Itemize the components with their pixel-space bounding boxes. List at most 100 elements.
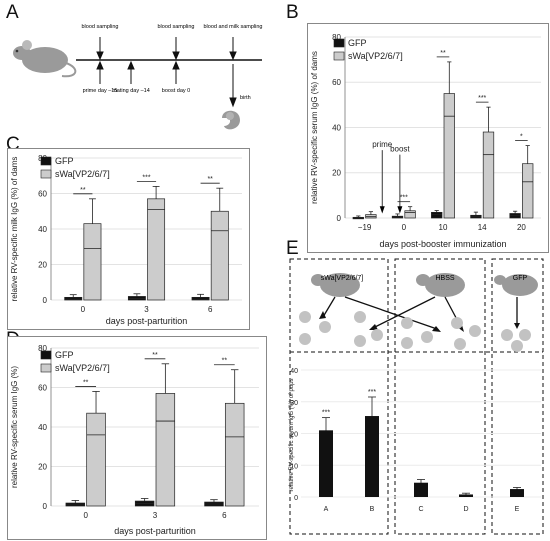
cross-fostering-chart: sWa[VP2/6/7] HBSS GFP 0 10 20 30 40 relative … xyxy=(289,258,544,535)
y-tick-label: 40 xyxy=(332,123,341,132)
event-label-boost: boost day 0 xyxy=(162,88,190,94)
bar-swa xyxy=(224,402,245,507)
pup-icon xyxy=(222,110,240,130)
significance-label: ** xyxy=(80,187,86,194)
legend-label: sWa[VP2/6/7] xyxy=(55,169,110,179)
y-tick-label: 0 xyxy=(43,502,48,511)
group-box-gfp xyxy=(491,258,544,535)
bar-gfp xyxy=(64,296,83,301)
legend-swatch xyxy=(40,156,52,166)
x-tick-label: −19 xyxy=(358,223,372,232)
bar-swa xyxy=(404,210,416,219)
bar-swa xyxy=(155,393,176,507)
pup-icons xyxy=(299,311,531,352)
y-tick-label: 20 xyxy=(290,432,298,439)
x-tick-label: 0 xyxy=(402,223,407,232)
y-tick-label: 0 xyxy=(294,495,298,502)
group-label-hbss: HBSS xyxy=(435,275,454,282)
x-axis-title: days post-booster immunization xyxy=(379,239,506,249)
y-tick-label: 40 xyxy=(38,225,47,234)
x-tick-label: 10 xyxy=(439,223,448,232)
legend-label: sWa[VP2/6/7] xyxy=(348,51,403,61)
event-label-prime: prime day –15 xyxy=(83,88,118,94)
legend-swatch xyxy=(40,169,52,179)
event-label-blood-2: blood sampling xyxy=(158,24,195,30)
group-label-gfp: GFP xyxy=(513,275,528,282)
legend-swatch xyxy=(40,350,52,360)
significance-label: *** xyxy=(368,389,376,396)
legend-swatch xyxy=(333,38,345,48)
significance-label: *** xyxy=(142,174,150,181)
x-tick-label: A xyxy=(324,506,329,513)
significance-label: *** xyxy=(322,410,330,417)
bar-swa xyxy=(147,198,166,301)
x-tick-label: 3 xyxy=(144,305,149,314)
x-tick-label: 0 xyxy=(83,511,88,520)
y-tick-label: 40 xyxy=(38,423,47,432)
x-tick-label: D xyxy=(463,506,468,513)
significance-label: ** xyxy=(152,352,158,359)
significance-label: ** xyxy=(83,379,89,386)
y-tick-label: 10 xyxy=(290,463,298,470)
bar-A xyxy=(319,430,333,497)
bar-gfp xyxy=(191,296,210,301)
y-tick-label: 0 xyxy=(43,296,48,305)
bar-D xyxy=(459,494,473,497)
group-box-hbss xyxy=(394,258,486,535)
mouse-icon xyxy=(13,40,77,78)
bar-C xyxy=(414,482,428,497)
bar-swa xyxy=(443,93,455,219)
x-tick-label: 20 xyxy=(517,223,526,232)
foster-arrows xyxy=(322,296,518,330)
y-axis-title: relative RV-specific milk IgG (%) of dam… xyxy=(10,157,19,302)
x-tick-label: 6 xyxy=(222,511,227,520)
significance-label: * xyxy=(520,134,523,141)
y-axis-title: relative RV-specific serum IgG (%) of pu… xyxy=(289,379,295,492)
legend-label: GFP xyxy=(55,156,74,166)
legend-label: GFP xyxy=(55,350,74,360)
serum-igg-pups-chart: 0 20 40 60 80 0 ** 3 ** 6 ** days post-parturition r… xyxy=(7,336,267,540)
y-tick-label: 40 xyxy=(290,368,298,375)
legend-label: GFP xyxy=(348,38,367,48)
bar-gfp xyxy=(431,211,443,219)
legend-swatch xyxy=(333,51,345,61)
bar-swa xyxy=(522,163,534,219)
group-label-swa: sWa[VP2/6/7] xyxy=(321,275,364,282)
legend-label: sWa[VP2/6/7] xyxy=(55,363,110,373)
annotation-boost: boost xyxy=(390,145,410,154)
group-box-swa xyxy=(289,258,389,535)
bar-swa xyxy=(86,412,106,507)
event-label-birth: birth xyxy=(240,95,251,101)
x-tick-label: E xyxy=(515,506,520,513)
annotation-arrowhead xyxy=(379,206,385,214)
bar-swa xyxy=(83,223,102,301)
event-label-mating: mating day –14 xyxy=(112,88,150,94)
x-tick-label: 6 xyxy=(208,305,213,314)
y-axis-title: relative RV-specific serum IgG (%) xyxy=(10,366,19,488)
event-label-blood-milk: blood and milk sampling xyxy=(203,24,262,30)
annotation-arrowhead xyxy=(397,206,403,214)
y-tick-label: 60 xyxy=(38,383,47,392)
x-tick-label: C xyxy=(418,506,423,513)
bar-E xyxy=(510,489,524,497)
y-tick-label: 20 xyxy=(38,462,47,471)
y-tick-label: 0 xyxy=(337,214,342,223)
significance-label: *** xyxy=(478,95,486,102)
bar-swa xyxy=(210,210,229,301)
x-axis-title: days post-parturition xyxy=(114,526,196,536)
panel-label-a: A xyxy=(6,2,19,23)
y-tick-label: 20 xyxy=(38,260,47,269)
significance-label: *** xyxy=(400,195,408,202)
y-tick-label: 20 xyxy=(332,169,341,178)
significance-label: ** xyxy=(222,358,228,365)
bar-swa xyxy=(482,131,495,219)
annotation-prime: prime xyxy=(372,140,393,149)
panel-label-b: B xyxy=(286,2,299,23)
y-tick-label: 80 xyxy=(38,344,47,353)
y-axis-title: relative RV-specific serum IgG (%) of da… xyxy=(310,51,319,204)
significance-label: ** xyxy=(440,50,446,57)
significance-label: ** xyxy=(207,176,213,183)
x-tick-label: 3 xyxy=(153,511,158,520)
x-tick-label: 0 xyxy=(81,305,86,314)
